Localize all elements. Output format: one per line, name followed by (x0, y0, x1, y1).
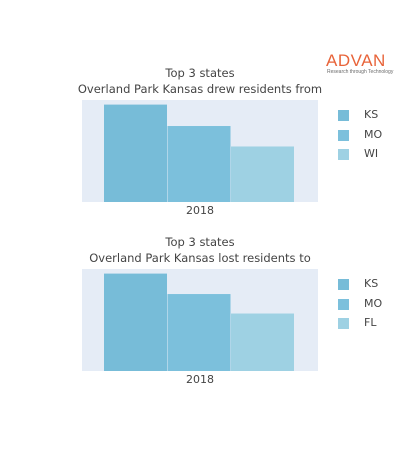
legend-swatch (338, 129, 349, 141)
bar-mo[interactable] (167, 294, 231, 371)
plot-area (82, 269, 318, 371)
legend-label: WI (364, 147, 379, 160)
bar-mo[interactable] (167, 126, 231, 202)
x-tick-label: 2018 (186, 204, 214, 217)
legend-label: KS (364, 277, 379, 290)
bar-wi[interactable] (231, 146, 294, 202)
legend-swatch (338, 149, 349, 160)
advan-logo: ADVAN Research through Technology (326, 52, 394, 78)
legend-label: MO (364, 127, 383, 141)
legend-label: FL (364, 316, 377, 329)
chart-lost-to: Top 3 states Overland Park Kansas lost r… (0, 235, 400, 395)
legend-label: MO (364, 296, 383, 310)
legend-swatch (338, 318, 349, 329)
bar-plot (104, 273, 294, 371)
bar-ks[interactable] (104, 104, 167, 202)
bar-plot (104, 104, 294, 202)
x-tick-label: 2018 (186, 373, 214, 386)
bar-ks[interactable] (104, 273, 167, 371)
bar-fl[interactable] (231, 313, 294, 371)
chart-title: Top 3 states (165, 235, 235, 249)
logo-wordmark: ADVAN (326, 51, 386, 70)
plot-area (82, 100, 318, 202)
legend-swatch (338, 279, 349, 290)
legend-swatch (338, 298, 349, 310)
logo-tagline: Research through Technology (327, 69, 394, 75)
chart-subtitle: Overland Park Kansas drew residents from (77, 82, 323, 96)
legend-label: KS (364, 108, 379, 121)
chart-drew-from: Top 3 states Overland Park Kansas drew r… (0, 66, 400, 226)
chart-subtitle: Overland Park Kansas lost residents to (89, 251, 311, 265)
legend-swatch (338, 110, 349, 121)
chart-title: Top 3 states (165, 66, 235, 80)
